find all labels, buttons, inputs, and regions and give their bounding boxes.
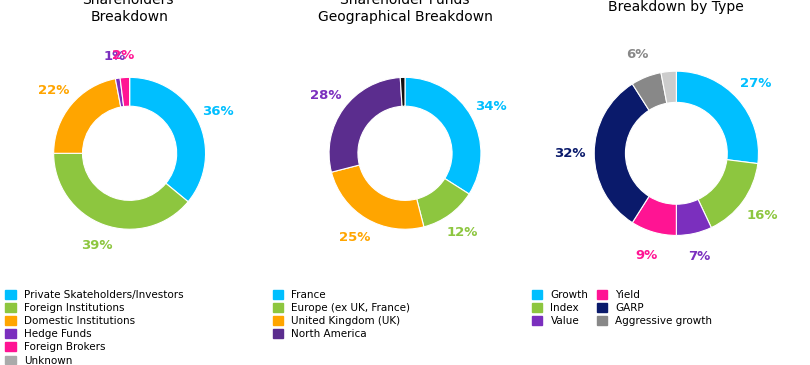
Wedge shape [331,165,424,229]
Title: Shareholder Funds
Geographical Breakdown: Shareholder Funds Geographical Breakdown [318,0,492,24]
Wedge shape [633,73,667,110]
Wedge shape [329,77,402,172]
Text: 6%: 6% [626,48,649,61]
Text: 39%: 39% [81,239,112,252]
Text: 27%: 27% [740,77,772,90]
Text: 32%: 32% [555,147,586,160]
Wedge shape [53,79,121,153]
Text: 36%: 36% [202,105,234,118]
Wedge shape [53,153,188,229]
Wedge shape [120,77,130,107]
Text: 28%: 28% [310,89,341,102]
Title: Shareholders'
Breakdown: Shareholders' Breakdown [82,0,177,24]
Wedge shape [676,71,758,164]
Wedge shape [698,160,758,228]
Wedge shape [416,178,469,227]
Legend: France, Europe (ex UK, France), United Kingdom (UK), North America: France, Europe (ex UK, France), United K… [272,290,410,339]
Text: 34%: 34% [475,100,507,112]
Text: 16%: 16% [746,209,778,222]
Wedge shape [130,77,206,202]
Title: Shareholder Funds
Breakdown by Type: Shareholder Funds Breakdown by Type [608,0,744,14]
Wedge shape [661,71,676,103]
Legend: Growth, Index, Value, Yield, GARP, Aggressive growth: Growth, Index, Value, Yield, GARP, Aggre… [531,290,713,326]
Wedge shape [400,77,405,106]
Text: 9%: 9% [636,249,658,262]
Wedge shape [405,77,481,194]
Text: 1%: 1% [103,50,126,63]
Text: 25%: 25% [339,231,371,244]
Wedge shape [595,84,649,223]
Wedge shape [115,78,124,107]
Text: 12%: 12% [447,226,479,239]
Legend: Private Skateholders/Investors, Foreign Institutions, Domestic Institutions, Hed: Private Skateholders/Investors, Foreign … [5,290,184,365]
Wedge shape [676,199,711,235]
Text: 22%: 22% [38,84,70,97]
Text: 7%: 7% [688,250,710,263]
Wedge shape [633,196,676,235]
Text: 2%: 2% [113,49,134,62]
